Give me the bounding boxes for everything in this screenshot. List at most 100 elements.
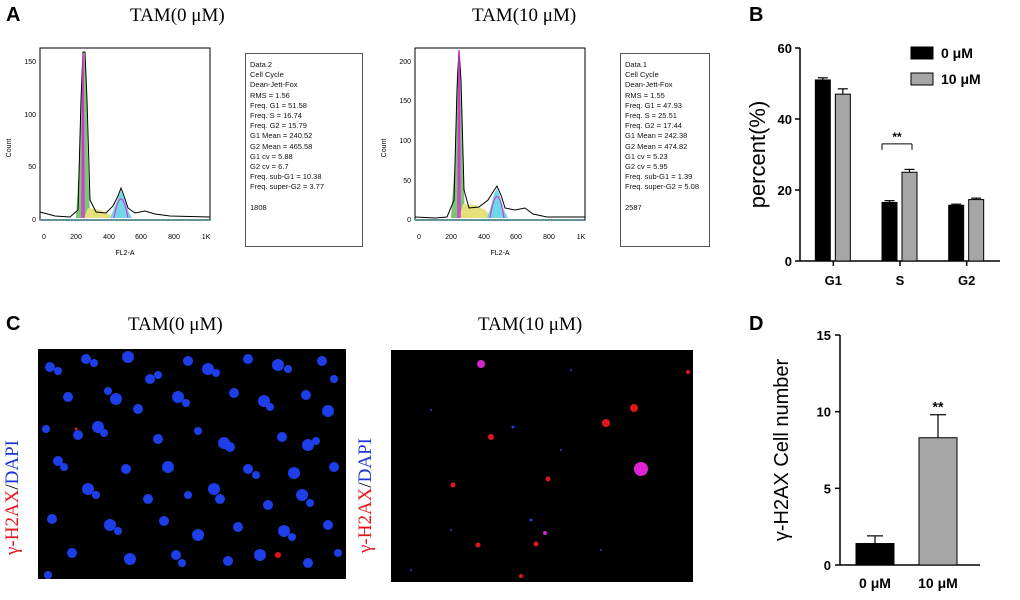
y-tick-label: 50 — [403, 178, 411, 185]
y-axis-label: percent(%) — [745, 101, 770, 209]
micrograph-title-control: TAM(0 μM) — [128, 314, 223, 335]
micrograph-title-treated: TAM(10 μM) — [478, 314, 583, 335]
stats-line — [250, 193, 358, 203]
stats-line: Data.1 — [625, 60, 648, 69]
y-tick-label: 100 — [24, 112, 36, 119]
x-tick-label: G1 — [825, 273, 842, 288]
flow-histogram-treated: Count FL2-A 0 50 100 150 200 0 200 400 6… — [381, 47, 586, 257]
stain-label-treated: γ-H2AX/DAPI — [355, 438, 377, 553]
panel-label-b: B — [749, 4, 764, 26]
histogram-line — [39, 51, 211, 218]
stats-line: Freq. sub-G1 = 10.38 — [250, 172, 322, 182]
stats-line: G1 Mean = 242.38 — [625, 131, 688, 141]
stain-separator: / — [355, 482, 376, 488]
y-tick-label: 200 — [399, 59, 411, 66]
s-phase-fill — [459, 204, 493, 218]
y-tick-label: 50 — [28, 164, 36, 171]
panel-label-a: A — [6, 4, 21, 26]
stats-line: Freq. G2 = 17.44 — [625, 121, 682, 131]
stats-line: Dean-Jett-Fox — [625, 80, 673, 90]
flow-histogram-control: Count FL2-A 0 50 100 150 0 200 400 600 8… — [6, 47, 211, 257]
y-tick-label: 0 — [785, 254, 792, 269]
micrograph-treated — [391, 350, 693, 582]
y-axis-label: γ-H2AX Cell number — [771, 359, 793, 542]
y-tick-label: 0 — [824, 558, 831, 573]
y-tick-label: 10 — [817, 405, 831, 420]
significance-stars: ** — [892, 130, 902, 144]
flow-title-control: TAM(0 μM) — [130, 5, 225, 26]
x-tick-label: 0 μM — [859, 575, 891, 591]
stats-line: G1 cv = 5.88 — [250, 151, 293, 161]
bar — [901, 171, 918, 262]
stats-line: RMS = 1.55 — [625, 90, 665, 100]
stain-blue-text: DAPI — [2, 439, 23, 485]
g1-peak-line — [81, 53, 85, 219]
stats-line: Freq. super-G2 = 5.08 — [625, 182, 699, 192]
stats-line: Freq. sub-G1 = 1.39 — [625, 172, 693, 182]
bar — [968, 199, 985, 262]
stats-line: G1 cv = 5.23 — [625, 151, 668, 161]
y-tick-label: 5 — [824, 481, 831, 496]
y-tick-label: 150 — [24, 59, 36, 66]
y-tick-label: 100 — [399, 138, 411, 145]
x-tick-label: 600 — [135, 234, 147, 241]
legend-swatch — [910, 72, 934, 86]
stats-line: RMS = 1.56 — [250, 90, 290, 100]
h2ax-bar-chart: 0 5 10 15 γ-H2AX Cell number 0 μM 10 μM ** — [771, 328, 980, 591]
x-tick-label: 800 — [543, 234, 555, 241]
y-tick-label: 40 — [778, 112, 792, 127]
legend-label: 0 μM — [941, 45, 973, 61]
y-axis-label: Count — [381, 139, 388, 158]
g1-peak-line — [457, 49, 461, 219]
x-tick-label: 1K — [577, 234, 586, 241]
stain-red-text: γ-H2AX — [355, 487, 376, 553]
y-tick-label: 150 — [399, 98, 411, 105]
bar — [881, 201, 898, 262]
stats-line: G2 cv = 6.7 — [250, 162, 289, 172]
y-tick-label: 60 — [778, 41, 792, 56]
bar — [814, 79, 831, 262]
flow-title-treated: TAM(10 μM) — [472, 5, 577, 26]
stats-line: Freq. super-G2 = 3.77 — [250, 182, 324, 192]
x-axis-label: FL2-A — [115, 250, 134, 257]
plot-frame — [39, 47, 211, 221]
stats-line: Freq. S = 25.51 — [625, 111, 677, 121]
x-axis-label: FL2-A — [490, 250, 509, 257]
y-tick-label: 0 — [407, 217, 411, 224]
x-tick-label: 0 — [417, 234, 421, 241]
stats-line: 1808 — [250, 202, 267, 212]
histogram-line — [414, 49, 585, 219]
stats-box-treated: Data.1 Cell Cycle Dean-Jett-Fox RMS = 1.… — [620, 53, 710, 247]
x-tick-label: 0 — [42, 234, 46, 241]
x-tick-label: G2 — [958, 273, 975, 288]
g2-peak-line — [489, 195, 505, 219]
stats-line: G2 Mean = 465.58 — [250, 141, 313, 151]
y-tick-label: 15 — [817, 328, 831, 343]
g2-peak-line — [113, 198, 129, 219]
stain-red-text: γ-H2AX — [2, 489, 23, 555]
cell-cycle-bar-chart: 0 20 40 60 percent(%) G1 S G2 ** 0 μM 10 μM — [745, 41, 1000, 288]
stain-separator: / — [2, 484, 23, 490]
panel-label-d: D — [749, 313, 764, 335]
stain-blue-text: DAPI — [355, 437, 376, 483]
stats-line: Freq. S = 16.74 — [250, 111, 302, 121]
x-tick-label: 600 — [510, 234, 522, 241]
bar — [834, 93, 851, 262]
stain-label-control: γ-H2AX/DAPI — [2, 440, 24, 555]
x-tick-label: 400 — [478, 234, 490, 241]
stats-line: G2 cv = 5.95 — [625, 162, 668, 172]
x-tick-label: 1K — [202, 234, 211, 241]
stats-line: Data.2 — [250, 60, 273, 69]
stats-line: Cell Cycle — [625, 70, 659, 80]
x-tick-label: 200 — [445, 234, 457, 241]
legend-label: 10 μM — [941, 71, 981, 87]
stats-line: Freq. G1 = 51.58 — [250, 100, 307, 110]
stats-line: G1 Mean = 240.52 — [250, 131, 313, 141]
x-tick-label: 800 — [168, 234, 180, 241]
x-tick-label: 10 μM — [918, 575, 958, 591]
stats-box-control: Data.2 Cell Cycle Dean-Jett-Fox RMS = 1.… — [245, 53, 363, 247]
bar — [918, 437, 958, 566]
y-tick-label: 20 — [778, 183, 792, 198]
x-tick-label: 400 — [103, 234, 115, 241]
y-axis-label: Count — [6, 139, 13, 158]
